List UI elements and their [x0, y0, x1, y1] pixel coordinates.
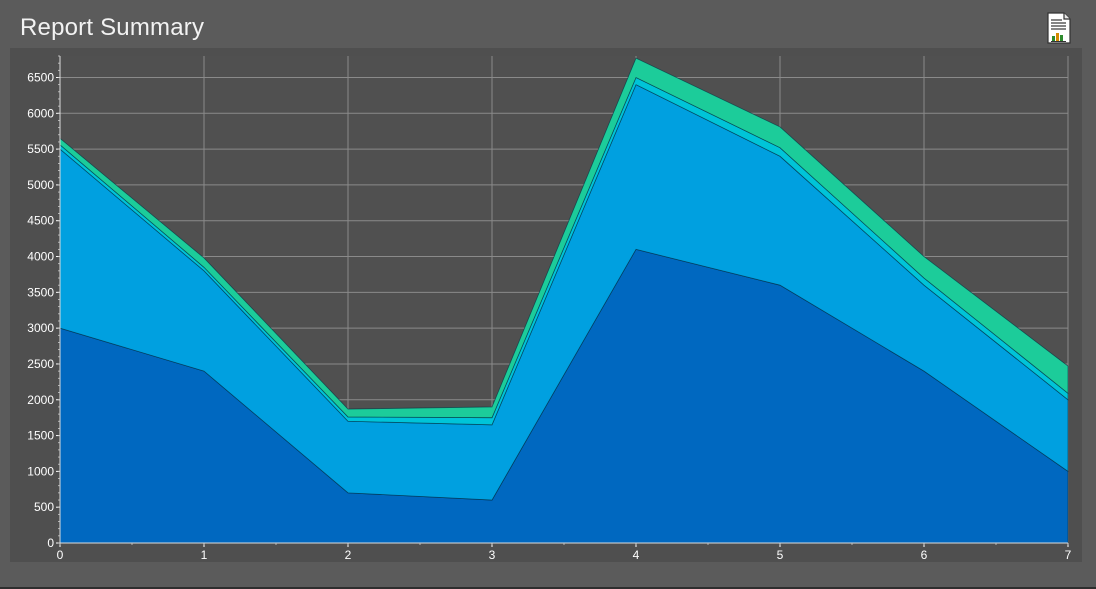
y-tick-label: 1000 — [27, 464, 54, 478]
x-tick-label: 6 — [921, 548, 928, 562]
y-tick-label: 2000 — [27, 393, 54, 407]
y-tick-label: 5000 — [27, 178, 54, 192]
report-document-icon — [1047, 12, 1071, 44]
y-tick-label: 2500 — [27, 357, 54, 371]
x-tick-label: 2 — [345, 548, 352, 562]
area-series-4 — [59, 57, 1069, 419]
x-tick-label: 7 — [1065, 548, 1072, 562]
y-tick-label: 1500 — [27, 429, 54, 443]
y-tick-label: 0 — [47, 536, 54, 550]
y-tick-label: 500 — [34, 500, 54, 514]
report-button[interactable] — [1046, 12, 1072, 44]
x-tick-label: 5 — [777, 548, 784, 562]
y-tick-label: 6000 — [27, 106, 54, 120]
y-tick-label: 3500 — [27, 285, 54, 299]
x-tick-label: 1 — [201, 548, 208, 562]
x-tick-label: 0 — [57, 548, 64, 562]
y-tick-label: 3000 — [27, 321, 54, 335]
y-tick-label: 5500 — [27, 142, 54, 156]
page-title: Report Summary — [20, 14, 205, 41]
y-tick-label: 6500 — [27, 70, 54, 84]
x-tick-label: 3 — [489, 548, 496, 562]
y-tick-label: 4000 — [27, 250, 54, 264]
chart-area: 0 500 1000 1500 2000 2500 3000 3500 4000 4500 5000… — [10, 48, 1082, 562]
stacked-area-chart: 0 500 1000 1500 2000 2500 3000 3500 4000 4500 5000… — [27, 55, 1072, 562]
x-tick-label: 4 — [633, 548, 640, 562]
y-tick-label: 4500 — [27, 214, 54, 228]
